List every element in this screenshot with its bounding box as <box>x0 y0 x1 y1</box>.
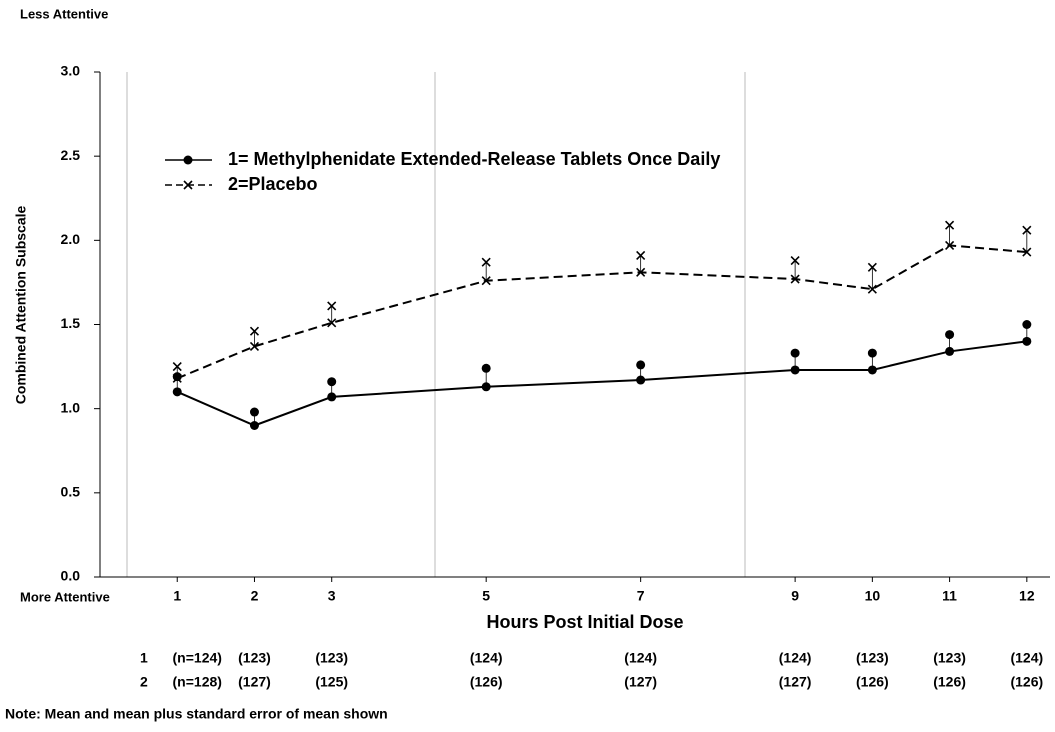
n-value: (125) <box>315 674 348 690</box>
x-tick-label: 11 <box>942 588 957 604</box>
legend-label: 2=Placebo <box>228 174 318 194</box>
x-tick-label: 5 <box>482 588 490 604</box>
point <box>172 373 182 383</box>
bottom-note: More Attentive <box>20 589 110 604</box>
n-value: (124) <box>1010 650 1043 666</box>
series-line <box>176 340 1027 427</box>
n-value: (124) <box>779 650 812 666</box>
n-value: (n=128) <box>173 674 222 690</box>
y-tick-label: 0.0 <box>61 568 81 584</box>
point <box>249 421 259 430</box>
point <box>327 377 337 387</box>
y-tick-label: 2.0 <box>61 231 81 247</box>
y-tick-label: 1.0 <box>61 399 81 415</box>
n-row-label: 2 <box>140 674 148 690</box>
x-tick-label: 10 <box>865 588 881 604</box>
point <box>481 363 491 373</box>
point <box>636 375 646 385</box>
n-value: (127) <box>779 674 812 690</box>
n-row-label: 1 <box>140 650 148 666</box>
n-value: (127) <box>238 674 271 690</box>
n-value: (n=124) <box>173 650 222 666</box>
point <box>481 257 491 267</box>
point <box>945 220 955 230</box>
n-value: (126) <box>470 674 503 690</box>
point <box>945 240 955 250</box>
y-tick-label: 1.5 <box>61 315 81 331</box>
point <box>1022 320 1032 329</box>
point <box>636 267 646 277</box>
x-tick-label: 7 <box>637 588 645 604</box>
n-value: (126) <box>933 674 966 690</box>
note: Note: Mean and mean plus standard error … <box>5 706 388 722</box>
x-tick-label: 1 <box>173 588 181 604</box>
point <box>636 250 646 261</box>
point <box>172 387 182 397</box>
n-value: (123) <box>856 650 889 666</box>
x-tick-label: 9 <box>791 588 799 604</box>
n-value: (124) <box>470 650 503 666</box>
n-value: (123) <box>933 650 966 666</box>
point <box>249 407 259 417</box>
y-axis-label: Combined Attention Subscale <box>13 205 29 404</box>
point <box>327 392 337 402</box>
point <box>327 318 337 328</box>
n-value: (124) <box>624 650 657 666</box>
y-tick-label: 3.0 <box>61 63 81 79</box>
series-line <box>176 244 1027 380</box>
point <box>790 255 800 266</box>
point <box>1022 336 1032 346</box>
point <box>1022 247 1032 257</box>
point <box>249 326 260 336</box>
point <box>327 301 337 311</box>
point <box>249 341 260 351</box>
n-value: (126) <box>1010 674 1043 690</box>
point <box>790 365 800 375</box>
n-value: (126) <box>856 674 889 690</box>
n-value: (123) <box>238 650 271 666</box>
point <box>481 276 491 286</box>
top-note: Less Attentive <box>20 6 108 21</box>
point <box>481 382 491 392</box>
n-value: (127) <box>624 674 657 690</box>
n-value: (123) <box>315 650 348 666</box>
point <box>172 362 182 372</box>
legend-marker <box>183 180 193 190</box>
point <box>867 262 877 272</box>
point <box>867 284 877 294</box>
y-tick-label: 0.5 <box>61 484 81 500</box>
x-tick-label: 3 <box>328 588 336 604</box>
point <box>790 348 800 358</box>
point <box>867 348 877 358</box>
point <box>945 330 955 340</box>
legend-label: 1= Methylphenidate Extended-Release Tabl… <box>228 149 720 169</box>
legend-marker <box>183 155 193 165</box>
point <box>867 365 877 375</box>
point <box>636 360 646 370</box>
y-tick-label: 2.5 <box>61 147 81 163</box>
point <box>790 274 800 284</box>
x-tick-label: 2 <box>251 588 259 604</box>
x-tick-label: 12 <box>1019 588 1035 604</box>
point <box>1022 225 1032 235</box>
point <box>945 346 955 356</box>
x-axis-label: Hours Post Initial Dose <box>486 612 683 632</box>
